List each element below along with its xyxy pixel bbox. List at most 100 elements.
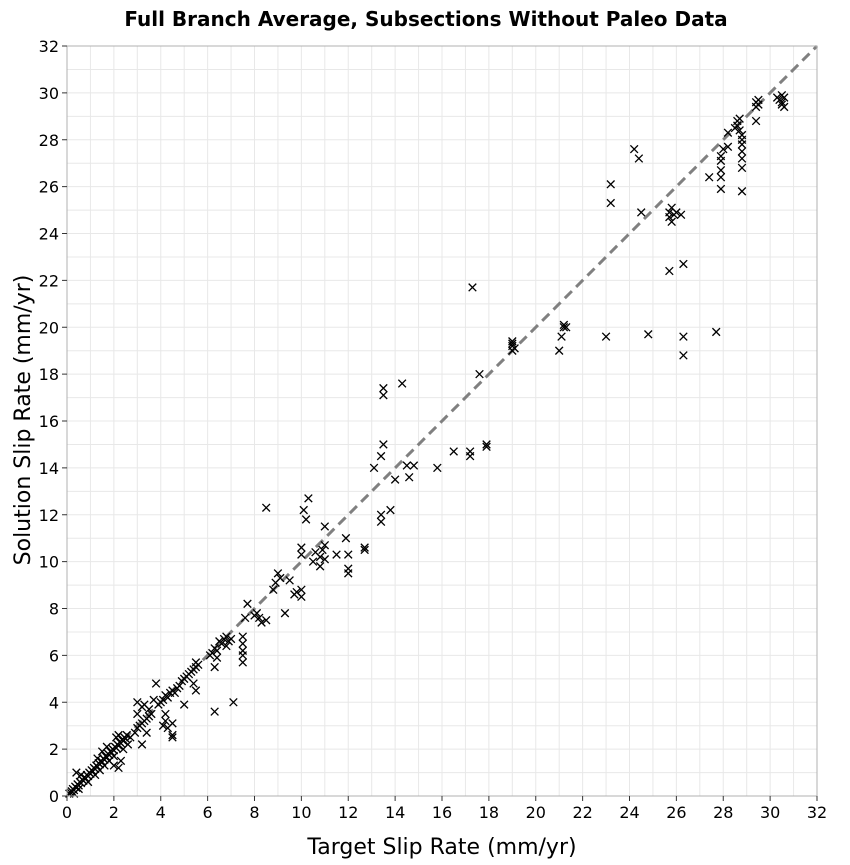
data-point xyxy=(229,697,238,707)
data-point xyxy=(297,592,306,602)
data-point xyxy=(130,728,140,737)
y-tick-label: 28 xyxy=(39,131,59,150)
data-point xyxy=(341,533,351,543)
data-point xyxy=(193,660,203,670)
y-tick-label: 26 xyxy=(39,178,59,197)
y-tick-label: 24 xyxy=(39,225,59,244)
data-point xyxy=(711,327,721,337)
data-point xyxy=(397,379,407,388)
data-point xyxy=(510,344,519,353)
data-point xyxy=(123,740,133,749)
data-point xyxy=(238,651,248,660)
y-tick-label: 18 xyxy=(39,365,59,384)
x-tick-label: 22 xyxy=(572,803,592,822)
data-point xyxy=(102,742,112,752)
data-point xyxy=(163,693,173,702)
y-tick-label: 4 xyxy=(49,693,59,712)
data-point xyxy=(161,709,170,719)
data-point xyxy=(114,763,123,773)
data-point xyxy=(212,653,222,662)
y-tick-label: 8 xyxy=(49,600,59,619)
data-point xyxy=(386,505,395,515)
data-point xyxy=(737,154,747,163)
data-point xyxy=(667,217,676,227)
x-tick-label: 32 xyxy=(807,803,827,822)
data-point xyxy=(601,332,611,341)
data-point xyxy=(718,144,728,154)
data-point xyxy=(238,639,248,648)
data-point xyxy=(222,632,231,641)
data-point xyxy=(735,126,744,135)
x-tick-label: 14 xyxy=(385,803,405,822)
data-point xyxy=(360,543,369,552)
data-point xyxy=(475,369,484,379)
data-point xyxy=(332,550,341,559)
y-tick-label: 30 xyxy=(39,84,59,103)
data-point xyxy=(737,163,747,173)
y-tick-label: 2 xyxy=(49,740,59,759)
data-point xyxy=(343,550,353,559)
data-point xyxy=(716,165,726,175)
data-point xyxy=(779,93,789,102)
data-points xyxy=(65,90,789,798)
data-point xyxy=(137,740,147,749)
data-point xyxy=(777,97,787,107)
x-tick-label: 26 xyxy=(666,803,686,822)
data-point xyxy=(561,322,571,332)
data-point xyxy=(168,730,177,740)
data-point xyxy=(320,555,330,564)
x-axis-label: Target Slip Rate (mm/yr) xyxy=(306,835,576,860)
data-point xyxy=(175,681,184,691)
data-point xyxy=(360,545,369,555)
x-tick-label: 8 xyxy=(249,803,259,822)
data-point xyxy=(240,613,250,623)
data-point xyxy=(280,608,290,618)
data-point xyxy=(636,208,646,217)
data-point xyxy=(93,754,102,763)
x-tick-label: 18 xyxy=(479,803,499,822)
data-point xyxy=(238,632,248,641)
data-point xyxy=(168,719,177,728)
data-point xyxy=(276,573,285,583)
x-tick-label: 30 xyxy=(760,803,780,822)
y-tick-label: 12 xyxy=(39,506,59,525)
x-tick-label: 10 xyxy=(291,803,311,822)
data-point xyxy=(308,557,318,566)
data-point xyxy=(189,679,198,688)
data-point xyxy=(482,442,491,452)
y-tick-label: 10 xyxy=(39,553,59,572)
data-point xyxy=(210,662,219,672)
data-point xyxy=(301,515,311,524)
x-tick-label: 16 xyxy=(432,803,452,822)
data-point xyxy=(679,332,688,341)
data-point xyxy=(210,707,219,716)
data-point xyxy=(606,180,616,189)
data-point xyxy=(261,615,271,625)
data-point xyxy=(158,695,168,705)
data-point xyxy=(508,337,517,346)
x-tick-label: 20 xyxy=(526,803,546,822)
data-point xyxy=(376,517,386,527)
data-point xyxy=(83,777,93,787)
x-tick-label: 2 xyxy=(109,803,119,822)
data-point xyxy=(304,494,313,503)
x-tick-label: 12 xyxy=(338,803,358,822)
y-tick-label: 6 xyxy=(49,646,59,665)
data-point xyxy=(168,733,177,742)
data-point xyxy=(273,569,283,578)
data-point xyxy=(144,705,154,714)
data-point xyxy=(379,383,388,393)
data-point xyxy=(252,608,262,618)
data-point xyxy=(754,95,763,105)
x-axis-ticks: 0 2 4 6 8 10 12 14 16 18 20 22 24 26 28 30 32 xyxy=(62,796,827,822)
data-point xyxy=(109,761,119,770)
data-point xyxy=(779,102,789,112)
x-tick-label: 24 xyxy=(619,803,639,822)
data-point xyxy=(161,716,170,726)
data-point xyxy=(158,721,168,730)
data-point xyxy=(433,463,442,473)
data-point xyxy=(737,140,747,149)
data-point xyxy=(147,709,156,719)
data-point xyxy=(76,770,86,780)
